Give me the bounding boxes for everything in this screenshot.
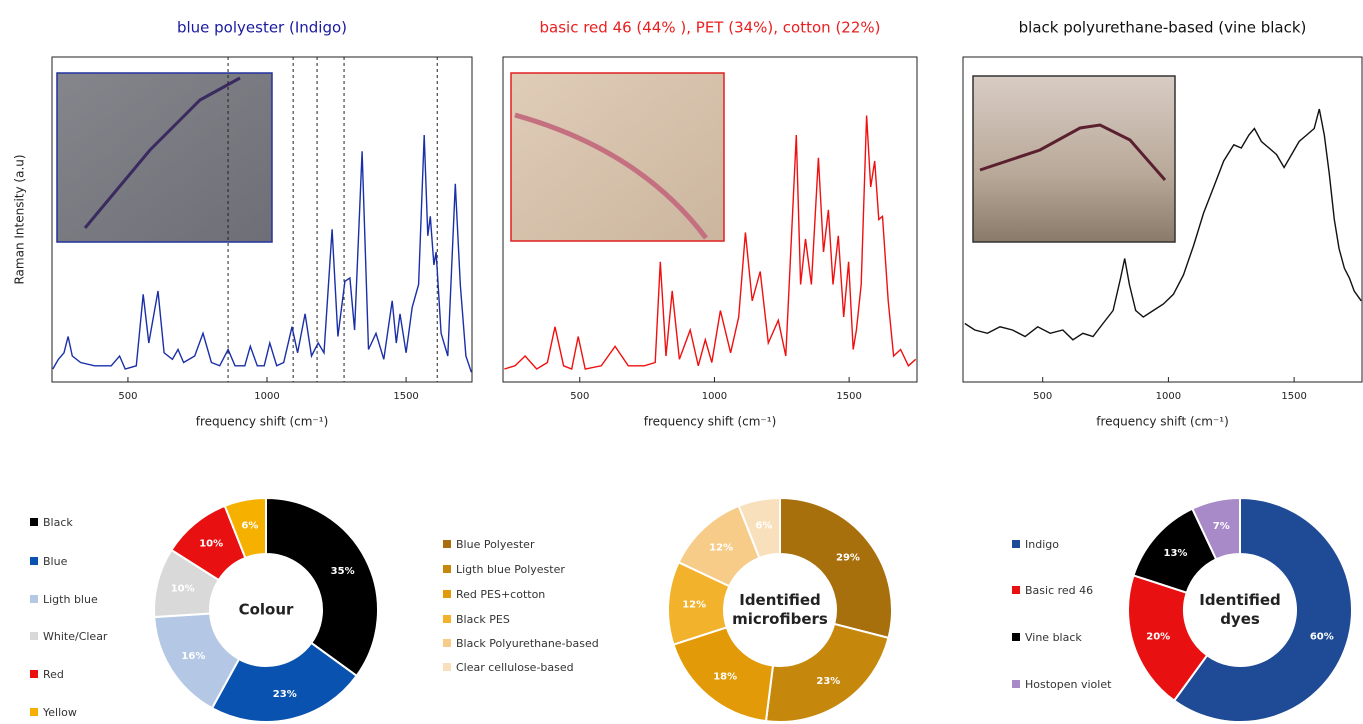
legend-swatch (443, 663, 451, 671)
center-label: Identified (1199, 591, 1281, 609)
donut-segment (737, 496, 781, 560)
legend-label: Blue Polyester (456, 538, 535, 551)
legend-swatch (30, 518, 38, 526)
x-tick-label: 1000 (702, 391, 727, 402)
value-label: 18% (713, 671, 737, 682)
center-label: dyes (1220, 610, 1260, 628)
value-label: 20% (1146, 632, 1170, 643)
plot-frame (962, 56, 1363, 383)
spectrum-line (504, 115, 917, 370)
legend-label: Vine black (1025, 631, 1082, 644)
value-label: 6% (755, 521, 772, 532)
value-label: 7% (1213, 521, 1230, 532)
legend-label: Basic red 46 (1025, 584, 1093, 597)
legend-swatch (30, 632, 38, 640)
inset-photo (56, 72, 273, 243)
inset-photo (510, 72, 725, 242)
chart-title: blue polyester (Indigo) (177, 19, 347, 37)
donut-segment (764, 622, 890, 723)
donut-segment (1172, 496, 1354, 723)
legend-swatch (1012, 540, 1020, 548)
legend-label: Red (43, 668, 64, 681)
x-axis-label: frequency shift (cm⁻¹) (196, 415, 329, 429)
donut-segment (223, 496, 267, 560)
value-label: 16% (181, 651, 205, 662)
legend-label: Hostopen violet (1025, 678, 1112, 691)
x-axis-label: frequency shift (cm⁻¹) (1096, 415, 1229, 429)
legend-swatch (1012, 586, 1020, 594)
x-tick-label: 1000 (254, 391, 279, 402)
legend-label: Ligth blue Polyester (456, 563, 565, 576)
value-label: 23% (816, 676, 840, 687)
legend-swatch (443, 639, 451, 647)
legend-swatch (30, 595, 38, 603)
value-label: 10% (171, 584, 195, 595)
legend-label: Red PES+cotton (456, 588, 545, 601)
legend-swatch (30, 557, 38, 565)
x-tick-label: 1500 (836, 391, 861, 402)
chart-title: black polyurethane-based (vine black) (1019, 19, 1307, 37)
plot-frame (502, 56, 918, 383)
x-axis-label: frequency shift (cm⁻¹) (644, 415, 777, 429)
value-label: 60% (1310, 632, 1334, 643)
legend-label: Blue (43, 555, 68, 568)
chart-title: basic red 46 (44% ), PET (34%), cotton (… (540, 19, 881, 37)
legend-swatch (443, 565, 451, 573)
center-label: microfibers (732, 610, 828, 628)
legend-label: Clear cellulose-based (456, 661, 574, 674)
legend-swatch (443, 615, 451, 623)
value-label: 10% (199, 539, 223, 550)
center-label: Identified (739, 591, 821, 609)
donut-segment (779, 496, 893, 640)
value-label: 35% (331, 566, 355, 577)
spectrum-line (964, 108, 1362, 341)
plot-frame (51, 56, 473, 383)
legend-label: Ligth blue (43, 593, 98, 606)
legend-swatch (443, 540, 451, 548)
legend-swatch (443, 590, 451, 598)
value-label: 6% (241, 521, 258, 532)
legend-label: Yellow (42, 706, 77, 719)
value-label: 13% (1164, 548, 1188, 559)
x-tick-label: 500 (1033, 391, 1052, 402)
legend-swatch (1012, 680, 1020, 688)
center-label: Colour (239, 601, 294, 619)
legend-swatch (30, 670, 38, 678)
donut-segment (1190, 496, 1241, 561)
x-tick-label: 1500 (393, 391, 418, 402)
spectrum-line (52, 134, 473, 373)
donut-segment (210, 641, 359, 723)
value-label: 23% (273, 689, 297, 700)
inset-photo (972, 75, 1176, 243)
x-tick-label: 1000 (1156, 391, 1181, 402)
x-tick-label: 500 (570, 391, 589, 402)
value-label: 29% (836, 552, 860, 563)
donut-segment (265, 496, 379, 678)
legend-label: Black PES (456, 613, 510, 626)
value-label: 12% (682, 600, 706, 611)
value-label: 12% (709, 542, 733, 553)
legend-swatch (1012, 633, 1020, 641)
x-tick-label: 500 (118, 391, 137, 402)
y-axis-label: Raman Intensity (a.u) (13, 154, 27, 284)
legend-swatch (30, 708, 38, 716)
legend-label: Black (43, 516, 73, 529)
legend-label: Indigo (1025, 538, 1059, 551)
legend-label: Black Polyurethane-based (456, 637, 599, 650)
x-tick-label: 1500 (1281, 391, 1306, 402)
legend-label: White/Clear (43, 630, 108, 643)
